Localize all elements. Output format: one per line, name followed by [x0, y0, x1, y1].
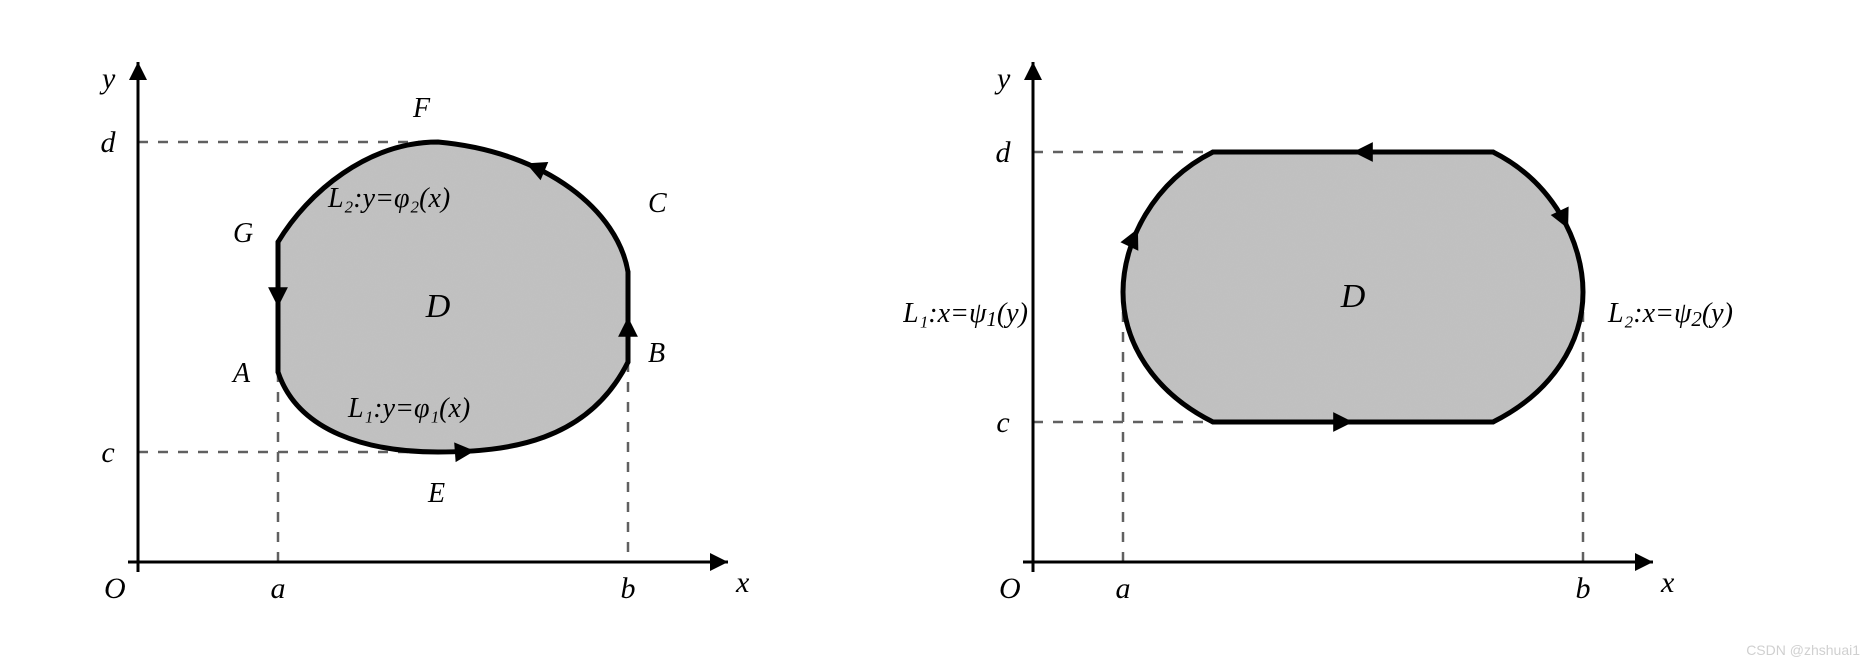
svg-text:b: b: [620, 572, 635, 605]
left-diagram: x y Oa b c d A B C E F G L₁:y=φ₁(x) L₂:y=φ₂(x) D: [68, 42, 768, 622]
svg-text:d: d: [995, 136, 1011, 169]
svg-text:L₁:x=ψ1(y): L₁:x=ψ1(y): [903, 298, 1028, 331]
svg-text:y: y: [994, 62, 1011, 95]
svg-text:x: x: [1660, 566, 1675, 599]
svg-text:y: y: [99, 62, 116, 95]
svg-text:O: O: [104, 572, 126, 605]
svg-text:x: x: [735, 566, 750, 599]
svg-text:L₂:y=φ₂(x): L₂:y=φ₂(x): [327, 183, 450, 214]
figure-container: x y Oa b c d A B C E F G L₁:y=φ₁(x) L₂:y=φ₂(x) D x y Oa b…: [0, 0, 1870, 664]
watermark-text: CSDN @zhshuai1: [1746, 642, 1860, 658]
svg-text:D: D: [424, 288, 450, 325]
svg-text:D: D: [1339, 278, 1365, 315]
svg-text:G: G: [233, 218, 253, 249]
svg-text:F: F: [412, 93, 431, 124]
svg-text:C: C: [648, 188, 667, 219]
right-diagram: x y Oa b c d L₁:x=ψ1(y) L₂:x=ψ2(y) D: [903, 42, 1803, 622]
svg-text:c: c: [101, 436, 114, 469]
svg-text:c: c: [996, 406, 1009, 439]
svg-text:E: E: [427, 478, 445, 509]
svg-text:L₁:y=φ₁(x): L₁:y=φ₁(x): [347, 393, 470, 424]
svg-text:B: B: [648, 338, 665, 369]
right-panel: x y Oa b c d L₁:x=ψ1(y) L₂:x=ψ2(y) D: [903, 42, 1803, 622]
svg-text:b: b: [1575, 572, 1590, 605]
left-panel: x y Oa b c d A B C E F G L₁:y=φ₁(x) L₂:y=φ₂(x) D: [68, 42, 768, 622]
svg-text:a: a: [270, 572, 285, 605]
svg-text:a: a: [1115, 572, 1130, 605]
svg-text:d: d: [100, 126, 116, 159]
svg-text:L₂:x=ψ2(y): L₂:x=ψ2(y): [1607, 298, 1733, 331]
svg-text:A: A: [231, 358, 251, 389]
svg-text:O: O: [999, 572, 1021, 605]
